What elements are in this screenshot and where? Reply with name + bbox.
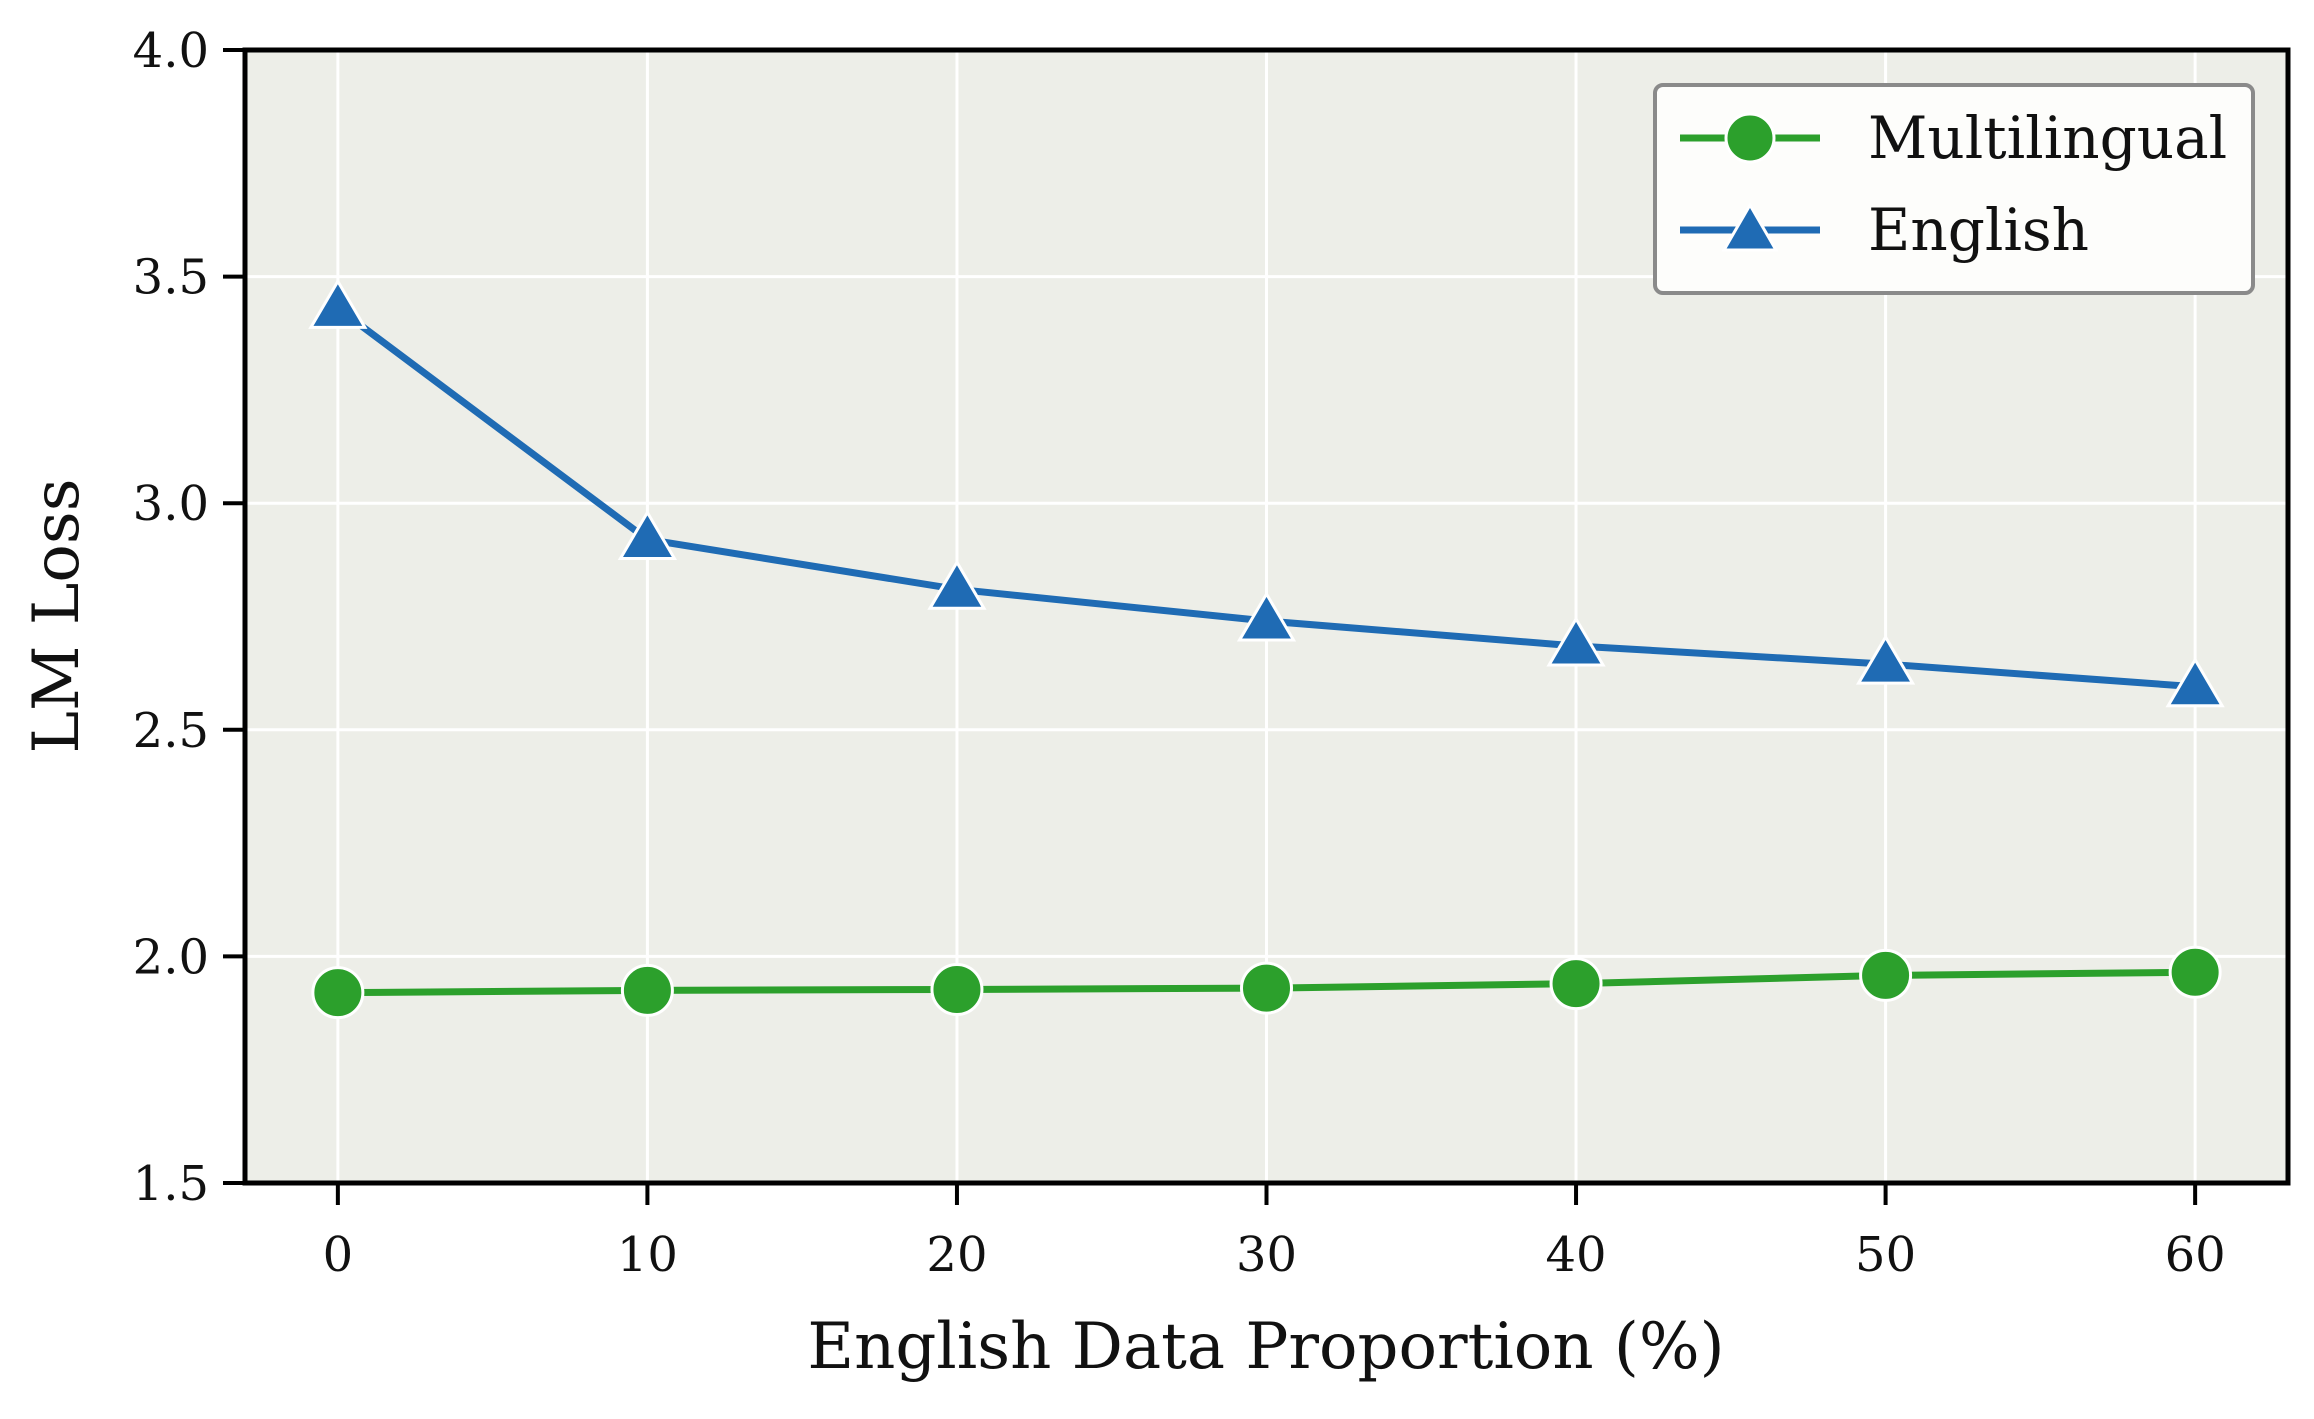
x-tick-label: 30 bbox=[1236, 1227, 1297, 1283]
data-point-english bbox=[1236, 591, 1297, 642]
y-tick-label: 4.0 bbox=[133, 23, 209, 79]
data-point-multilingual bbox=[1859, 948, 1913, 1002]
x-tick-label: 40 bbox=[1546, 1227, 1607, 1283]
data-point-multilingual bbox=[1240, 961, 1293, 1015]
data-point-english bbox=[308, 278, 368, 329]
data-point-multilingual bbox=[1549, 957, 1603, 1011]
legend-marker-english bbox=[1721, 202, 1779, 252]
y-tick-label: 1.5 bbox=[133, 1156, 209, 1212]
legend-marker-multilingual bbox=[1724, 112, 1776, 164]
legend-label-multilingual: Multilingual bbox=[1868, 104, 2227, 172]
y-tick-label: 3.0 bbox=[133, 476, 209, 532]
y-axis-label: LM Loss bbox=[20, 478, 94, 753]
series-layer bbox=[308, 278, 2225, 1020]
data-point-english bbox=[1546, 615, 1606, 667]
x-tick-label: 50 bbox=[1855, 1227, 1916, 1283]
data-point-multilingual bbox=[620, 963, 674, 1017]
x-tick-label: 20 bbox=[926, 1227, 987, 1283]
data-point-english bbox=[617, 509, 678, 560]
legend: Multilingual English bbox=[1653, 83, 2255, 295]
data-point-multilingual bbox=[311, 966, 365, 1020]
data-point-english bbox=[2165, 656, 2225, 708]
y-tick-label: 3.5 bbox=[133, 250, 209, 306]
x-tick-label: 60 bbox=[2165, 1227, 2226, 1283]
legend-label-english: English bbox=[1868, 196, 2089, 264]
data-point-english bbox=[927, 559, 987, 610]
x-tick-label: 10 bbox=[617, 1227, 678, 1283]
data-point-multilingual bbox=[930, 962, 984, 1016]
y-tick-label: 2.5 bbox=[133, 703, 209, 759]
x-axis-label: English Data Proportion (%) bbox=[807, 1310, 1724, 1384]
x-tick-label: 0 bbox=[323, 1227, 354, 1283]
data-point-multilingual bbox=[2168, 945, 2222, 999]
y-tick-label: 2.0 bbox=[133, 929, 209, 985]
ticks: 0 10 20 30 40 50 60 1.5 2.0 2.5 3.0 3.5 4.0 bbox=[133, 23, 2226, 1283]
data-point-english bbox=[1855, 634, 1916, 685]
